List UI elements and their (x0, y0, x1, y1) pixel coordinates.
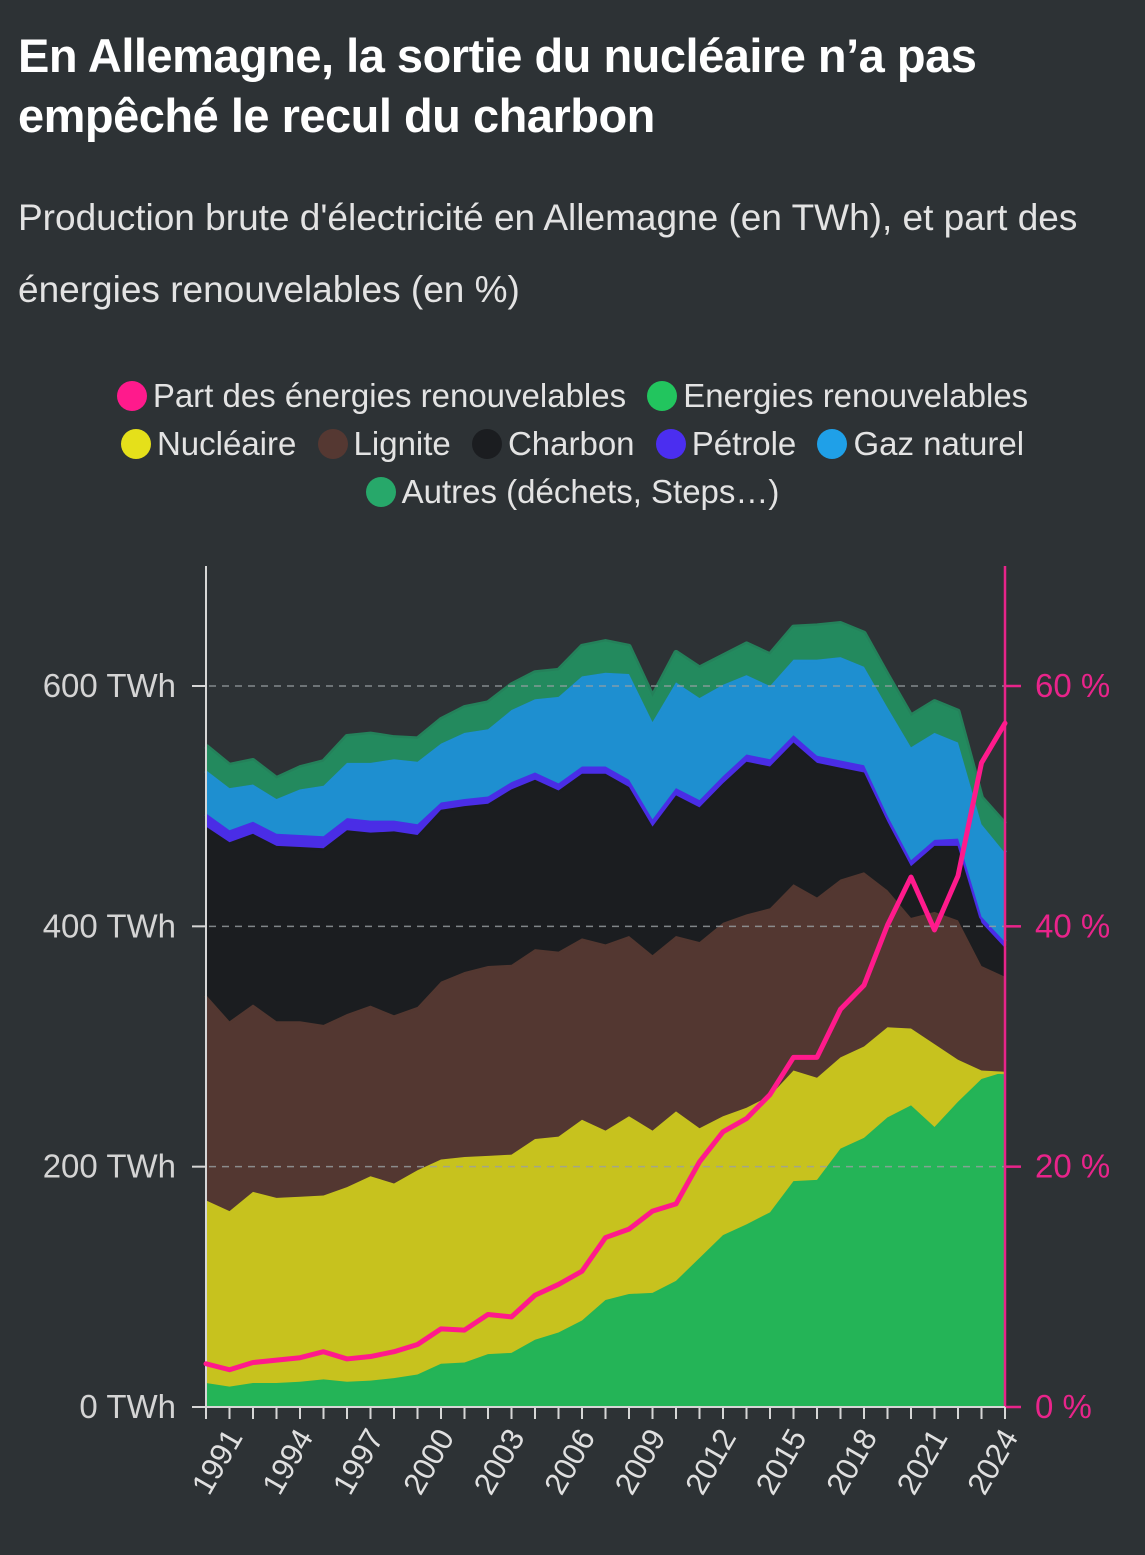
legend-label: Nucléaire (156, 425, 297, 462)
x-tick-label: 2024 (960, 1423, 1025, 1500)
legend-dot-icon (120, 429, 151, 459)
area-nucleaire (206, 1027, 1005, 1387)
x-tick-label: 2012 (678, 1423, 743, 1500)
legend-dot-icon (317, 429, 348, 459)
chart-subtitle: Production brute d'électricité en Allema… (18, 197, 1078, 310)
area-energies-renouvelables (206, 1071, 1005, 1407)
legend-dot-icon (365, 477, 396, 507)
x-tick-label: 1994 (255, 1423, 320, 1500)
chart-title: En Allemagne, la sortie du nucléaire n’a… (18, 29, 977, 142)
legend-label: Charbon (507, 425, 635, 462)
legend-item-nucleaire: Nucléaire (120, 420, 297, 468)
x-tick-label: 2021 (890, 1423, 955, 1500)
y-tick-label-left: 200 TWh (43, 1148, 176, 1185)
y-tick-label-left: 400 TWh (43, 907, 176, 944)
x-tick-label: 1991 (185, 1423, 250, 1500)
x-tick-label: 2018 (819, 1423, 884, 1500)
x-tick-label: 2000 (396, 1423, 461, 1500)
legend-label: Autres (déchets, Steps…) (401, 473, 780, 510)
line-part-renouvelables (203, 720, 1008, 1373)
legend-item-lignite: Lignite (317, 420, 451, 468)
legend-row-2: Nucléaire Lignite Charbon Pétrole Gaz na… (0, 420, 1145, 468)
area-gaz-naturel (206, 657, 1005, 942)
legend-label: Pétrole (691, 425, 797, 462)
legend-dot-icon (116, 381, 147, 411)
legend-label: Lignite (353, 425, 451, 462)
legend-label: Gaz naturel (853, 425, 1025, 462)
legend-label: Energies renouvelables (683, 377, 1029, 414)
legend-dot-icon (817, 429, 848, 459)
y-tick-label-right: 40 % (1035, 907, 1110, 944)
legend-item-part-renouvelables: Part des énergies renouvelables (116, 372, 627, 420)
area-autres-dechets-steps (206, 623, 1005, 854)
area-edge-autres-dechets-steps (204, 621, 1007, 826)
legend-item-autres: Autres (déchets, Steps…) (365, 468, 780, 516)
legend-dot-icon (471, 429, 502, 459)
legend-row-3: Autres (déchets, Steps…) (0, 468, 1145, 516)
y-tick-label-left: 600 TWh (43, 667, 176, 704)
legend-item-gaz-naturel: Gaz naturel (817, 420, 1024, 468)
x-tick-label: 2006 (537, 1423, 602, 1500)
legend: Part des énergies renouvelables Energies… (0, 372, 1145, 516)
legend-dot-icon (647, 381, 678, 411)
legend-dot-icon (655, 429, 686, 459)
legend-item-charbon: Charbon (471, 420, 635, 468)
area-charbon (206, 742, 1005, 1025)
x-tick-label: 2003 (467, 1423, 532, 1500)
legend-item-renouvelables: Energies renouvelables (647, 372, 1028, 420)
legend-item-petrole: Pétrole (655, 420, 797, 468)
y-tick-label-right: 0 % (1035, 1388, 1092, 1425)
x-tick-label: 2015 (749, 1423, 814, 1500)
x-tick-label: 1997 (326, 1423, 391, 1500)
area-lignite (206, 872, 1005, 1212)
x-tick-label: 2009 (608, 1423, 673, 1500)
y-tick-label-right: 60 % (1035, 667, 1110, 704)
legend-label: Part des énergies renouvelables (152, 377, 627, 414)
y-tick-label-left: 0 TWh (79, 1388, 176, 1425)
y-tick-label-right: 20 % (1035, 1148, 1110, 1185)
legend-row-1: Part des énergies renouvelables Energies… (0, 372, 1145, 420)
